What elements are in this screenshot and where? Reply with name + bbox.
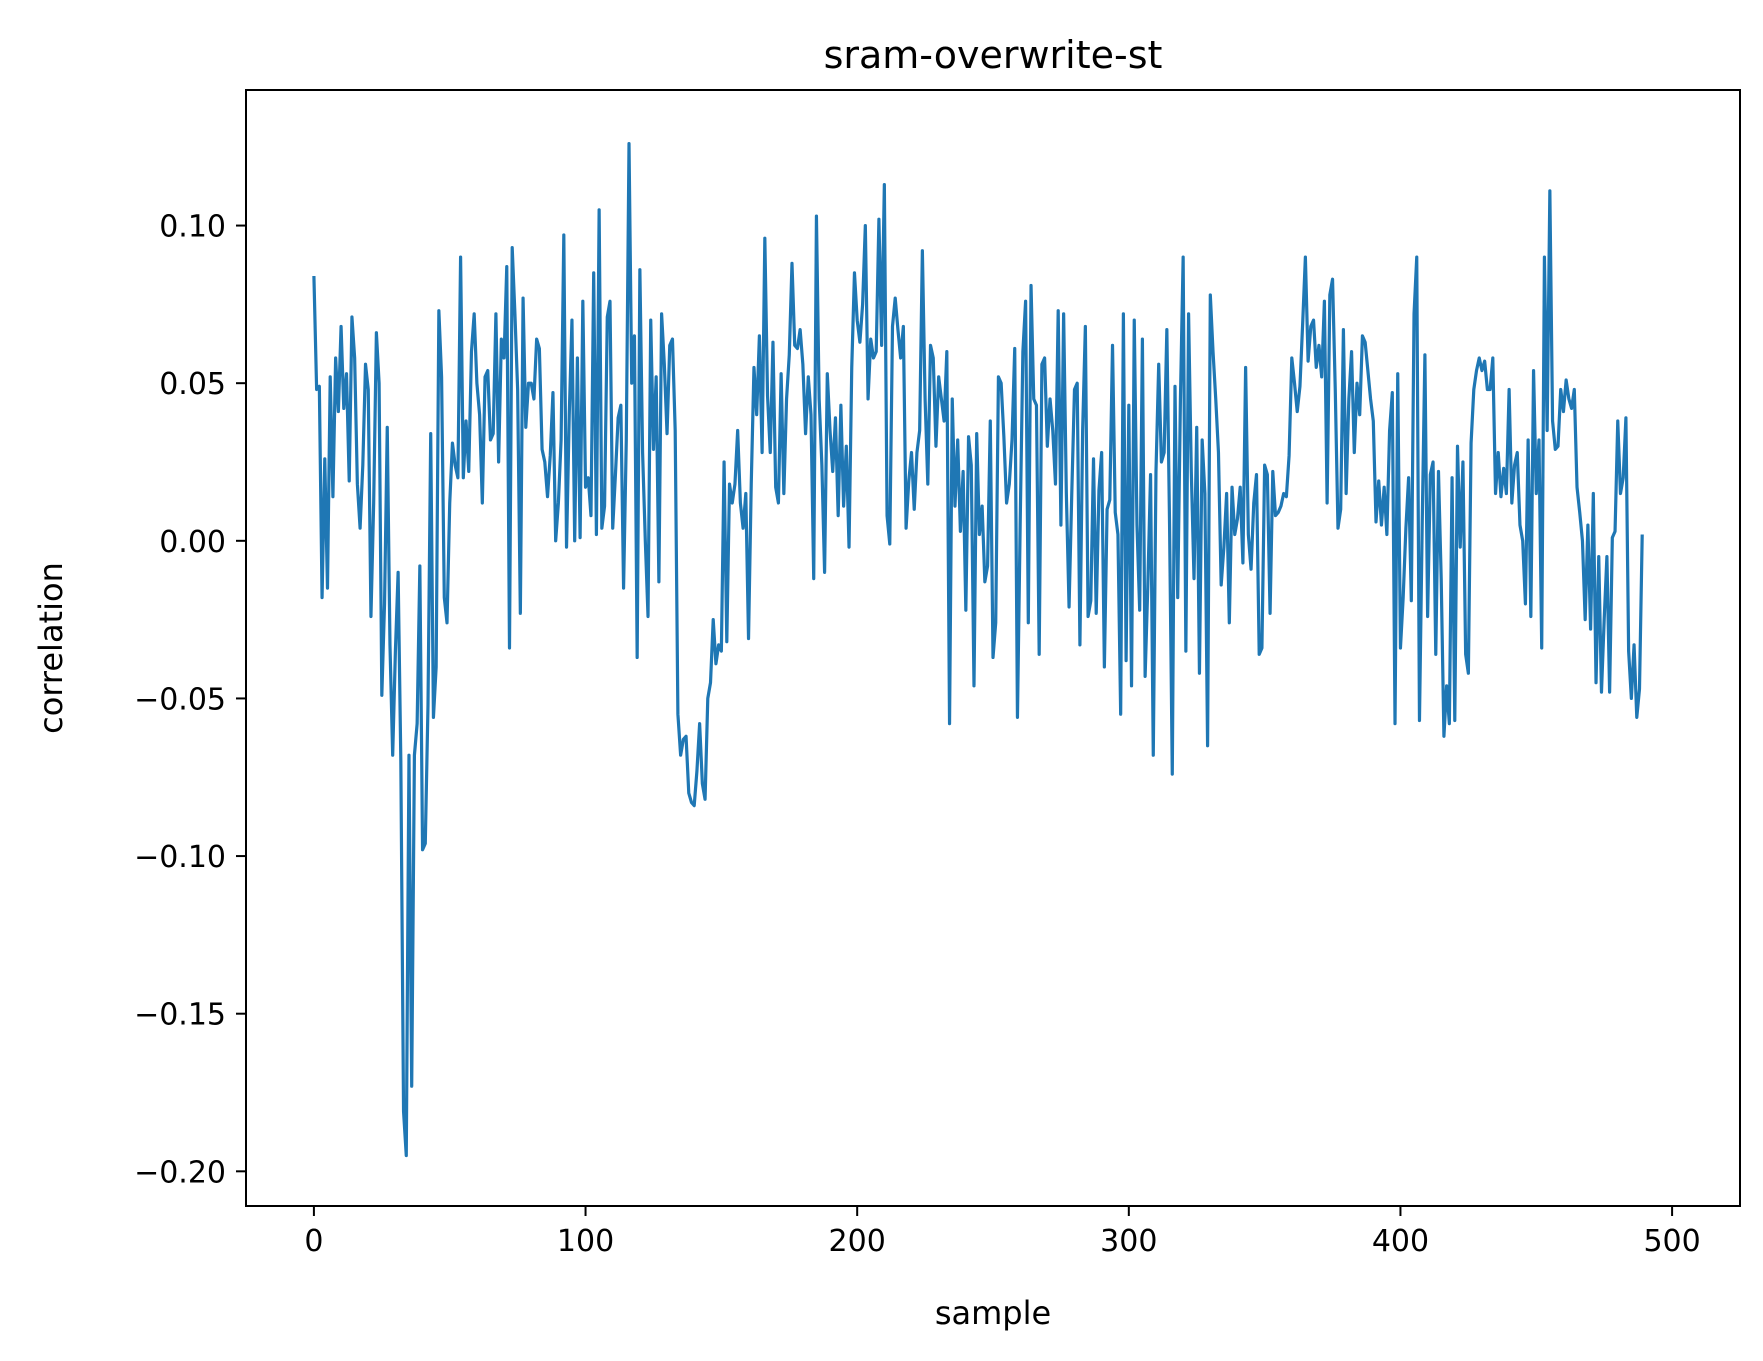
y-tick-label: −0.20: [134, 1155, 226, 1190]
x-tick-label: 0: [304, 1224, 323, 1259]
series-layer: [312, 141, 1644, 1158]
y-tick-label: −0.15: [134, 998, 226, 1033]
chart-title: sram-overwrite-st: [824, 33, 1163, 77]
y-tick-label: −0.10: [134, 840, 226, 875]
x-tick-label: 100: [557, 1224, 614, 1259]
axes-frame: [245, 89, 1741, 1207]
x-tick-label: 200: [829, 1224, 886, 1259]
y-tick-label: 0.10: [159, 210, 226, 245]
y-tick-label: 0.00: [159, 525, 226, 560]
x-tick-label: 400: [1372, 1224, 1429, 1259]
y-axis-label: correlation: [32, 562, 70, 734]
y-axis: 0.10 0.05 0.00 −0.05 −0.10 −0.15 −0.20: [134, 210, 246, 1190]
series-line-0: [312, 141, 1644, 1158]
y-tick-label: −0.05: [134, 682, 226, 717]
x-axis-label: sample: [935, 1294, 1051, 1332]
x-tick-label: 300: [1100, 1224, 1157, 1259]
x-axis: 0 100 200 300 400 500: [304, 1206, 1701, 1259]
plot-area: [245, 89, 1741, 1207]
x-tick-label: 500: [1643, 1224, 1700, 1259]
y-tick-label: 0.05: [159, 367, 226, 402]
